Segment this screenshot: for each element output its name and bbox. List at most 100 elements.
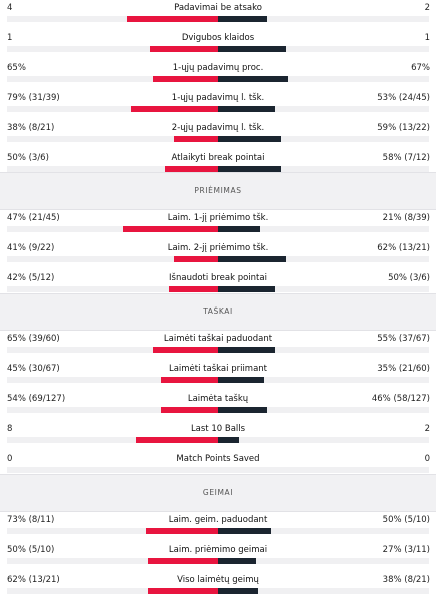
section-title: GEIMAI [202, 488, 234, 497]
stat-label: Dvigubos klaidos [181, 33, 255, 43]
stat-row: 65% 1-ųjų padavimų proc. 67% [0, 62, 436, 92]
home-value: 0 [7, 454, 13, 464]
stat-row: 4 Padavimai be atsako 2 [0, 2, 436, 32]
home-value: 1 [7, 33, 13, 43]
away-value: 67% [411, 63, 430, 73]
away-value: 46% (58/127) [371, 394, 430, 404]
home-value: 73% (8/11) [7, 515, 55, 525]
away-value: 27% (3/11) [382, 545, 430, 555]
home-bar [174, 136, 218, 142]
away-value: 62% (13/21) [377, 243, 430, 253]
section-header: TAŠKAI [0, 293, 436, 331]
away-bar [218, 16, 267, 22]
home-bar [165, 166, 218, 172]
away-value: 50% (5/10) [382, 515, 430, 525]
stat-label: Laim. geim. paduodant [168, 515, 268, 525]
away-value: 59% (13/22) [377, 123, 430, 133]
away-value: 2 [424, 3, 430, 13]
away-value: 53% (24/45) [377, 93, 430, 103]
stat-row: 65% (39/60) Laimėti taškai paduodant 55% (… [0, 333, 436, 363]
stat-row: 54% (69/127) Laimėta taškų 46% (58/127) [0, 393, 436, 423]
home-bar [153, 347, 218, 353]
away-bar [218, 528, 271, 534]
stat-label: Laim. 1-jį priėmimo tšk. [167, 213, 269, 223]
stat-label: Laimėti taškai paduodant [163, 334, 273, 344]
stat-row: 50% (3/6) Atlaikyti break pointai 58% (7/1… [0, 152, 436, 182]
home-bar [127, 16, 218, 22]
stat-label: Viso laimėtų geimų [177, 575, 259, 585]
home-bar [150, 46, 218, 52]
stat-label: 1-ųjų padavimų proc. [172, 63, 264, 73]
stat-row: 41% (9/22) Laim. 2-jį priėmimo tšk. 62% (1… [0, 242, 436, 272]
stat-row: 79% (31/39) 1-ųjų padavimų l. tšk. 53% (24… [0, 92, 436, 122]
away-bar [218, 558, 256, 564]
home-bar [161, 407, 218, 413]
stat-label: Padavimai be atsako [174, 3, 262, 13]
away-bar [218, 286, 275, 292]
away-bar [218, 106, 275, 112]
stat-row: 1 Dvigubos klaidos 1 [0, 32, 436, 62]
away-value: 50% (3/6) [388, 273, 430, 283]
away-bar [218, 46, 286, 52]
home-value: 47% (21/45) [7, 213, 60, 223]
away-value: 35% (21/60) [377, 364, 430, 374]
away-value: 1 [424, 33, 430, 43]
stat-label: Laimėta taškų [187, 394, 249, 404]
away-bar [218, 347, 275, 353]
away-bar [218, 588, 258, 594]
away-value: 38% (8/21) [382, 575, 430, 585]
stat-label: Laim. priėmimo geimai [168, 545, 268, 555]
away-bar [218, 226, 260, 232]
stat-row: 42% (5/12) Išnaudoti break pointai 50% (3/… [0, 272, 436, 302]
home-bar [148, 558, 218, 564]
stat-label: 1-ųjų padavimų l. tšk. [171, 93, 265, 103]
home-bar [174, 256, 218, 262]
home-bar [146, 528, 218, 534]
stat-label: Laim. 2-jį priėmimo tšk. [167, 243, 269, 253]
home-value: 38% (8/21) [7, 123, 55, 133]
home-value: 45% (30/67) [7, 364, 60, 374]
away-bar [218, 256, 286, 262]
home-value: 50% (5/10) [7, 545, 55, 555]
away-bar [218, 407, 267, 413]
home-bar [131, 106, 218, 112]
section-header: GEIMAI [0, 474, 436, 512]
home-value: 4 [7, 3, 13, 13]
section-title: PRIĖMIMAS [194, 186, 242, 195]
home-value: 79% (31/39) [7, 93, 60, 103]
home-value: 41% (9/22) [7, 243, 55, 253]
away-value: 0 [424, 454, 430, 464]
stat-label: Laimėti taškai priimant [168, 364, 268, 374]
stat-label: 2-ųjų padavimų l. tšk. [171, 123, 265, 133]
stat-row: 73% (8/11) Laim. geim. paduodant 50% (5/10… [0, 514, 436, 544]
home-value: 8 [7, 424, 13, 434]
away-bar [218, 377, 264, 383]
away-value: 2 [424, 424, 430, 434]
stat-row: 50% (5/10) Laim. priėmimo geimai 27% (3/11… [0, 544, 436, 574]
stat-row: 38% (8/21) 2-ųjų padavimų l. tšk. 59% (13/… [0, 122, 436, 152]
home-bar [148, 588, 218, 594]
away-bar [218, 437, 239, 443]
home-value: 62% (13/21) [7, 575, 60, 585]
section-header: PRIĖMIMAS [0, 172, 436, 210]
home-value: 65% (39/60) [7, 334, 60, 344]
stat-row: 8 Last 10 Balls 2 [0, 423, 436, 453]
stat-row: 47% (21/45) Laim. 1-jį priėmimo tšk. 21% (… [0, 212, 436, 242]
stat-label: Atlaikyti break pointai [171, 153, 265, 163]
away-bar [218, 76, 288, 82]
stat-bar-track [7, 467, 429, 473]
home-value: 54% (69/127) [7, 394, 66, 404]
stat-row: 45% (30/67) Laimėti taškai priimant 35% (2… [0, 363, 436, 393]
stat-label: Last 10 Balls [190, 424, 246, 434]
home-bar [153, 76, 218, 82]
stat-row: 0 Match Points Saved 0 [0, 453, 436, 483]
stat-label: Išnaudoti break pointai [169, 273, 267, 283]
home-bar [136, 437, 218, 443]
section-title: TAŠKAI [203, 307, 233, 316]
away-value: 55% (37/67) [377, 334, 430, 344]
home-value: 42% (5/12) [7, 273, 55, 283]
home-bar [161, 377, 218, 383]
away-value: 21% (8/39) [382, 213, 430, 223]
home-value: 65% [7, 63, 26, 73]
home-value: 50% (3/6) [7, 153, 49, 163]
